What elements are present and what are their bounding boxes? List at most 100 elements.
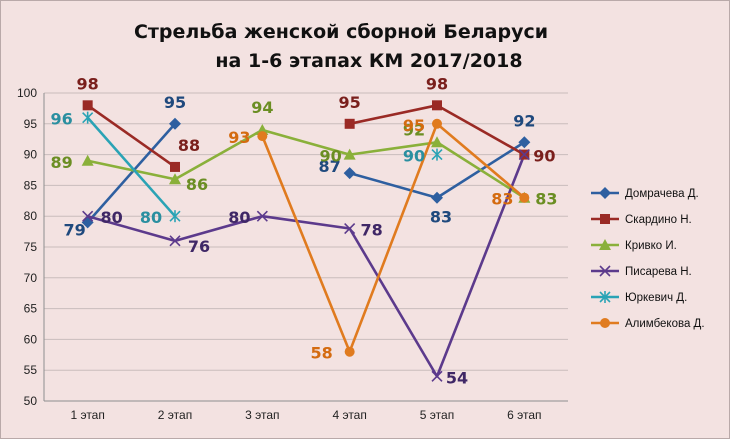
legend-item: Кривко И.: [591, 239, 677, 252]
legend-marker: [599, 291, 611, 303]
data-point-marker: [519, 192, 530, 203]
data-label: 95: [164, 93, 186, 112]
y-tick-label: 95: [24, 117, 38, 131]
data-label: 88: [178, 136, 200, 155]
chart-title-line2: на 1-6 этапах КМ 2017/2018: [215, 50, 522, 72]
data-point-marker: [170, 161, 180, 172]
data-labels: 79 95 87 83 92 98 88 95 98 90 89 86 94 90 92 83 80 76 80 78…: [51, 74, 558, 387]
data-label: 93: [228, 128, 250, 147]
data-label: 78: [361, 221, 383, 240]
series-markers: [81, 100, 531, 382]
data-point-marker: [169, 235, 181, 247]
series-line: [87, 154, 526, 378]
y-tick-label: 70: [24, 271, 38, 285]
y-tick-label: 85: [24, 178, 38, 192]
data-point-marker: [343, 167, 356, 180]
legend-item: Юркевич Д.: [591, 291, 687, 304]
data-label: 80: [140, 208, 162, 227]
data-label: 90: [533, 147, 555, 166]
data-label: 90: [403, 147, 425, 166]
data-label: 87: [319, 157, 341, 176]
series-line: [261, 122, 526, 354]
data-point-marker: [256, 210, 268, 222]
legend-label: Скардино Н.: [625, 214, 692, 226]
data-label: 92: [403, 120, 425, 139]
data-point-marker: [82, 111, 94, 124]
data-label: 94: [251, 98, 273, 117]
data-label: 80: [228, 208, 250, 227]
y-tick-label: 80: [24, 209, 38, 223]
legend-label: Кривко И.: [625, 240, 677, 252]
legend-marker: [599, 239, 611, 250]
data-label: 86: [186, 175, 208, 194]
series-line: [86, 116, 176, 218]
legend-item: Домрачева Д.: [591, 187, 699, 200]
data-label: 76: [188, 237, 210, 256]
data-point-marker: [431, 191, 443, 204]
data-point-marker: [344, 118, 355, 129]
y-tick-label: 50: [24, 394, 38, 408]
data-point-marker: [344, 222, 356, 235]
data-point-marker: [344, 346, 355, 357]
data-point-marker: [518, 149, 530, 161]
data-label: 96: [51, 110, 73, 129]
data-point-marker: [257, 131, 268, 142]
legend-marker: [600, 214, 610, 224]
x-tick-label: 1 этап: [70, 408, 104, 422]
y-tick-label: 55: [24, 363, 38, 377]
legend-item: Писарева Н.: [591, 265, 692, 278]
legend-item: Алимбекова Д.: [591, 318, 705, 330]
data-point-marker: [82, 100, 93, 111]
legend-label: Юркевич Д.: [625, 292, 687, 304]
data-point-marker: [169, 210, 181, 223]
data-point-marker: [343, 148, 356, 160]
chart-legend: Домрачева Д. Скардино Н. Кривко И. Писарева…: [591, 187, 705, 330]
chart-title-line1: Стрельба женской сборной Беларуси: [134, 21, 548, 43]
data-point-marker: [169, 117, 181, 130]
data-point-marker: [431, 136, 443, 148]
data-point-marker: [169, 173, 181, 185]
data-point-marker: [432, 100, 442, 111]
data-label: 83: [430, 208, 452, 227]
data-point-marker: [81, 154, 94, 166]
data-label: 89: [51, 153, 73, 172]
legend-marker: [599, 265, 611, 277]
data-point-marker: [82, 210, 94, 222]
y-tick-label: 75: [24, 240, 38, 254]
data-label: 58: [311, 344, 333, 363]
x-tick-label: 5 этап: [420, 408, 454, 422]
y-tick-label: 60: [24, 332, 38, 346]
series-line: [87, 128, 526, 199]
x-tick-label: 2 этап: [158, 408, 192, 422]
legend-marker: [599, 187, 611, 199]
series-line: [86, 122, 176, 224]
legend-marker: [600, 318, 610, 328]
data-label: 83: [535, 190, 557, 209]
x-tick-label: 6 этап: [507, 408, 541, 422]
series-line: [86, 104, 176, 168]
data-label: 95: [403, 116, 425, 135]
data-label: 54: [446, 368, 468, 387]
x-tick-label: 3 этап: [245, 408, 279, 422]
legend-item: Скардино Н.: [591, 214, 692, 226]
data-label: 90: [320, 147, 342, 166]
x-tick-label: 4 этап: [332, 408, 366, 422]
series-lines: [86, 104, 526, 378]
legend-label: Алимбекова Д.: [625, 318, 705, 330]
data-point-marker: [432, 118, 442, 129]
data-point-marker: [431, 148, 443, 161]
data-label: 79: [64, 220, 86, 239]
data-label: 80: [101, 208, 123, 227]
axes: 50 55 60 65 70 75 80 85 90 95 100 1 этап 2 этап 3 эта…: [17, 86, 568, 422]
data-point-marker: [431, 370, 443, 382]
legend-label: Домрачева Д.: [625, 188, 699, 200]
data-label: 83: [491, 190, 513, 209]
data-label: 92: [513, 111, 535, 130]
data-point-marker: [518, 136, 531, 149]
legend-label: Писарева Н.: [625, 266, 692, 278]
data-label: 98: [77, 74, 99, 93]
y-tick-label: 100: [17, 86, 37, 100]
y-tick-label: 65: [24, 302, 38, 316]
